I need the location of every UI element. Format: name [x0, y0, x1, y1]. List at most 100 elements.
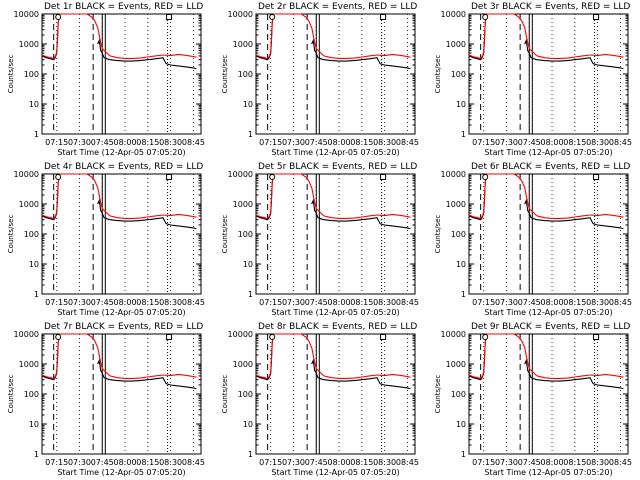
panel-title: Det 6r BLACK = Events, RED = LLD [471, 162, 630, 172]
y-tick-label: 1000 [233, 360, 253, 369]
x-tick-label: 07:15 [472, 138, 495, 147]
y-tick-label: 10000 [228, 10, 253, 19]
events-line [41, 173, 197, 230]
y-tick-label: 10 [456, 420, 466, 429]
square-marker [593, 174, 600, 180]
y-axis-label: Counts/sec [434, 215, 442, 254]
plot-frame [255, 173, 416, 295]
y-tick-label: 100 [238, 230, 253, 239]
circle-marker [269, 334, 276, 340]
detector-panel-8: Det 8r BLACK = Events, RED = LLD 1 10 100 10… [221, 322, 419, 477]
circle-marker [55, 334, 62, 340]
x-tick-label: 07:15 [45, 138, 68, 147]
panel-title: Det 5r BLACK = Events, RED = LLD [258, 162, 417, 172]
lld-line [255, 13, 411, 60]
x-tick-label: 08:45 [609, 298, 632, 307]
y-tick-label: 10 [29, 260, 39, 269]
x-tick-label: 07:30 [68, 138, 91, 147]
y-axis-label: Counts/sec [221, 375, 229, 414]
panel-title: Det 8r BLACK = Events, RED = LLD [258, 322, 417, 332]
circle-marker [482, 334, 489, 340]
square-marker [380, 334, 387, 340]
y-tick-label: 10 [243, 260, 253, 269]
x-tick-label: 08:00 [114, 458, 137, 467]
square-marker [166, 334, 173, 340]
y-axis-label: Counts/sec [7, 55, 15, 94]
x-tick-label: 08:30 [373, 138, 396, 147]
circle-marker [55, 174, 62, 180]
plot-frame [41, 333, 202, 455]
x-tick-label: 08:15 [136, 458, 159, 467]
x-tick-label: 08:15 [350, 298, 373, 307]
detector-panel-2: Det 2r BLACK = Events, RED = LLD 1 10 100 10… [221, 2, 419, 157]
panel-title: Det 4r BLACK = Events, RED = LLD [44, 162, 203, 172]
x-tick-label: 07:30 [282, 458, 305, 467]
x-tick-label: 07:45 [305, 458, 328, 467]
y-tick-label: 1 [248, 290, 253, 299]
x-tick-label: 08:30 [373, 298, 396, 307]
x-tick-label: 08:00 [541, 298, 564, 307]
x-axis-label: Start Time (12-Apr-05 07:05:20) [57, 468, 185, 477]
x-tick-label: 08:15 [563, 298, 586, 307]
lld-line [41, 333, 197, 380]
detector-panel-6: Det 6r BLACK = Events, RED = LLD 1 10 100 10… [434, 162, 632, 317]
x-tick-label: 07:30 [495, 298, 518, 307]
lld-line [468, 173, 624, 220]
x-tick-label: 08:30 [159, 138, 182, 147]
x-tick-label: 07:30 [68, 298, 91, 307]
x-tick-label: 07:45 [91, 298, 114, 307]
y-tick-label: 10000 [441, 330, 466, 339]
x-axis-label: Start Time (12-Apr-05 07:05:20) [57, 148, 185, 157]
events-line [468, 13, 624, 70]
y-tick-label: 100 [238, 390, 253, 399]
y-axis-label: Counts/sec [7, 375, 15, 414]
y-tick-label: 10 [243, 100, 253, 109]
x-tick-label: 08:30 [159, 458, 182, 467]
square-marker [380, 174, 387, 180]
y-tick-label: 10000 [441, 10, 466, 19]
x-tick-label: 08:45 [396, 298, 419, 307]
x-tick-label: 07:30 [68, 458, 91, 467]
x-tick-label: 07:30 [495, 138, 518, 147]
x-tick-label: 08:00 [541, 458, 564, 467]
panel-title: Det 3r BLACK = Events, RED = LLD [471, 2, 630, 12]
y-tick-label: 10000 [14, 170, 39, 179]
x-tick-label: 08:00 [541, 138, 564, 147]
x-tick-label: 08:15 [350, 138, 373, 147]
y-tick-label: 10 [243, 420, 253, 429]
y-tick-label: 1000 [233, 200, 253, 209]
x-tick-label: 08:30 [586, 138, 609, 147]
x-tick-label: 07:15 [259, 298, 282, 307]
events-line [468, 333, 624, 390]
detector-panel-4: Det 4r BLACK = Events, RED = LLD 1 10 100 10… [7, 162, 205, 317]
panel-title: Det 9r BLACK = Events, RED = LLD [471, 322, 630, 332]
x-tick-label: 08:45 [609, 458, 632, 467]
panel-title: Det 1r BLACK = Events, RED = LLD [44, 2, 203, 12]
y-tick-label: 10 [29, 100, 39, 109]
x-tick-label: 08:00 [328, 138, 351, 147]
x-tick-label: 08:30 [159, 298, 182, 307]
lld-line [255, 173, 411, 220]
y-tick-label: 1 [461, 290, 466, 299]
x-tick-label: 08:30 [586, 298, 609, 307]
plot-frame [468, 13, 629, 135]
y-tick-label: 1000 [19, 360, 39, 369]
x-tick-label: 07:30 [282, 298, 305, 307]
lld-line [41, 173, 197, 220]
y-tick-label: 10 [456, 260, 466, 269]
detector-panel-7: Det 7r BLACK = Events, RED = LLD 1 10 100 10… [7, 322, 205, 477]
circle-marker [482, 174, 489, 180]
y-tick-label: 100 [451, 70, 466, 79]
x-axis-label: Start Time (12-Apr-05 07:05:20) [271, 308, 399, 317]
x-tick-label: 08:30 [586, 458, 609, 467]
x-tick-label: 07:45 [518, 298, 541, 307]
x-tick-label: 08:00 [328, 298, 351, 307]
x-tick-label: 08:00 [114, 298, 137, 307]
y-tick-label: 1 [34, 450, 39, 459]
x-axis-label: Start Time (12-Apr-05 07:05:20) [271, 148, 399, 157]
plot-frame [41, 13, 202, 135]
panel-title: Det 7r BLACK = Events, RED = LLD [44, 322, 203, 332]
x-tick-label: 08:15 [136, 298, 159, 307]
x-tick-label: 07:45 [91, 458, 114, 467]
